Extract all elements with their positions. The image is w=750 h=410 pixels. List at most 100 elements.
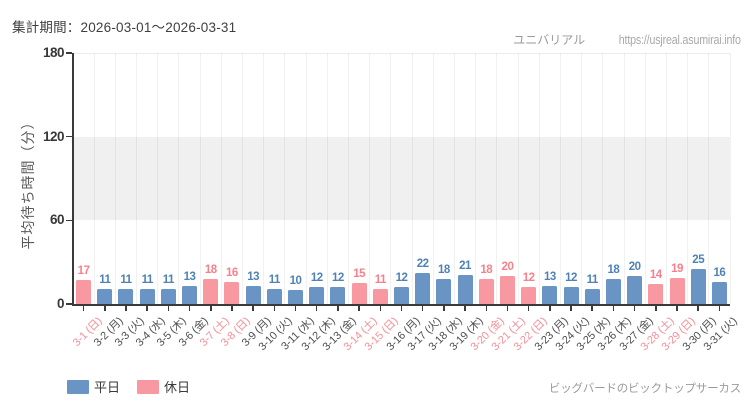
bar-3-18 (水): [436, 278, 452, 304]
bar-3-17 (火): [415, 273, 431, 304]
x-axis-line: [71, 304, 730, 306]
bar-value-label: 13: [183, 270, 196, 283]
x-axis-tick: [146, 306, 148, 311]
aggregation-period-label: 集計期間：2026-03-01～2026-03-31: [12, 20, 237, 35]
y-axis-tick: [66, 52, 72, 54]
bar-3-22 (日): [521, 287, 537, 304]
legend-label-weekday: 平日: [94, 380, 121, 395]
legend: 平日 休日: [67, 377, 190, 396]
bar-value-label: 11: [268, 273, 281, 286]
bar-value-label: 10: [289, 275, 302, 288]
x-axis-tick: [718, 306, 721, 311]
bar-3-30 (月): [690, 269, 706, 304]
bar-value-label: 13: [247, 270, 260, 283]
x-axis-tick: [527, 306, 530, 311]
site-url: https://usjreal.asumirai.info: [618, 32, 741, 47]
x-axis-tick: [697, 306, 699, 311]
x-axis-tick: [104, 306, 106, 311]
x-axis-tick: [570, 306, 572, 311]
x-axis-tick: [400, 306, 403, 311]
x-axis-tick: [612, 306, 615, 311]
bar-3-3 (火): [118, 288, 134, 304]
bar-value-label: 17: [77, 265, 90, 278]
gridline-vertical: [369, 53, 371, 304]
gridline-vertical: [242, 53, 244, 304]
y-axis-tick-label: 180: [42, 45, 65, 60]
bar-value-label: 11: [374, 273, 387, 286]
gridline-vertical: [496, 53, 498, 304]
gridline-vertical: [326, 53, 328, 304]
y-axis-tick-label: 60: [49, 212, 65, 228]
bar-3-20 (金): [478, 278, 494, 304]
bar-value-label: 13: [543, 270, 556, 283]
bar-3-11 (水): [288, 290, 304, 304]
bar-3-26 (木): [605, 278, 621, 304]
legend-swatch-holiday: [137, 379, 160, 394]
y-axis-tick-label: 120: [42, 128, 65, 144]
gridline-vertical: [136, 53, 138, 304]
gridline-vertical: [157, 53, 159, 304]
gridline-vertical: [517, 53, 519, 304]
gridline-vertical: [93, 53, 95, 304]
bar-3-28 (土): [648, 284, 664, 304]
x-axis-tick: [379, 306, 382, 311]
gridline-vertical: [305, 53, 307, 304]
bar-value-label: 15: [353, 268, 365, 281]
x-axis-tick: [210, 306, 212, 311]
bar-value-label: 12: [565, 272, 577, 285]
bar-3-4 (水): [139, 288, 155, 304]
bar-value-label: 11: [99, 273, 111, 286]
bar-value-label: 20: [628, 261, 641, 274]
x-axis-tick: [549, 306, 551, 311]
x-axis-tick: [252, 306, 254, 311]
x-axis-tick: [167, 306, 170, 311]
bar-value-label: 12: [310, 272, 323, 285]
y-axis-tick: [66, 135, 72, 138]
bar-value-label: 20: [501, 261, 514, 274]
bar-value-label: 18: [607, 263, 620, 276]
gridline-vertical: [432, 53, 434, 304]
y-axis-tick-label: 0: [56, 296, 65, 311]
bar-3-24 (火): [563, 287, 579, 304]
bar-3-29 (日): [669, 277, 685, 304]
gridline-vertical: [348, 53, 350, 304]
bar-3-31 (火): [711, 281, 727, 304]
bar-value-label: 18: [204, 263, 217, 276]
bar-value-label: 18: [480, 263, 493, 276]
y-axis-tick: [66, 303, 72, 305]
bar-3-25 (水): [584, 288, 600, 304]
gridline-vertical: [199, 53, 201, 304]
bar-3-2 (月): [97, 288, 113, 304]
bar-3-1 (日): [76, 280, 92, 304]
x-axis-tick: [506, 306, 509, 311]
gridline-vertical: [178, 53, 180, 304]
x-axis-tick: [337, 306, 339, 311]
legend-item-holiday: 休日: [137, 377, 190, 396]
gridline-vertical: [220, 53, 222, 304]
bar-3-10 (火): [266, 288, 282, 304]
gridline-vertical: [623, 53, 625, 304]
x-axis-tick: [655, 306, 657, 311]
x-axis-tick: [82, 306, 85, 311]
x-axis-tick: [443, 306, 445, 311]
bar-value-label: 16: [226, 266, 238, 279]
x-axis-tick: [273, 306, 276, 311]
bar-3-23 (月): [542, 285, 558, 304]
bar-value-label: 12: [395, 272, 408, 285]
x-axis-tick: [294, 306, 297, 311]
gridline-vertical: [665, 53, 667, 304]
bar-value-label: 18: [437, 263, 450, 276]
bar-3-15 (日): [372, 288, 388, 304]
bar-3-8 (日): [224, 281, 240, 304]
gridline-vertical: [729, 53, 731, 304]
gridline-vertical: [390, 53, 392, 304]
gridline-vertical: [687, 53, 689, 304]
x-axis-tick: [591, 306, 593, 311]
bar-value-label: 14: [649, 269, 662, 282]
legend-label-holiday: 休日: [164, 380, 191, 395]
gridline-vertical: [475, 53, 477, 304]
bar-3-12 (木): [309, 287, 325, 304]
gridline-vertical: [453, 53, 455, 304]
gridline-vertical: [114, 53, 116, 304]
